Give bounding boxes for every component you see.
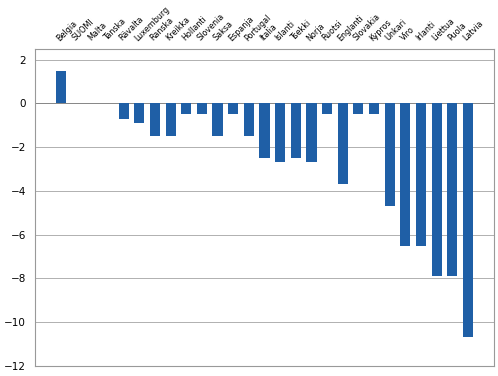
Bar — [416, 103, 426, 246]
Bar — [400, 103, 410, 246]
Bar — [275, 103, 285, 162]
Bar — [259, 103, 269, 158]
Bar — [119, 103, 129, 119]
Bar — [338, 103, 348, 184]
Bar — [181, 103, 191, 114]
Bar — [213, 103, 223, 136]
Bar — [150, 103, 160, 136]
Bar — [197, 103, 207, 114]
Bar — [291, 103, 301, 158]
Bar — [384, 103, 395, 206]
Bar — [447, 103, 457, 276]
Bar — [228, 103, 239, 114]
Bar — [244, 103, 254, 136]
Bar — [432, 103, 442, 276]
Bar — [56, 71, 66, 103]
Bar — [322, 103, 332, 114]
Bar — [306, 103, 317, 162]
Bar — [369, 103, 379, 114]
Bar — [134, 103, 144, 123]
Bar — [165, 103, 176, 136]
Bar — [463, 103, 473, 337]
Bar — [353, 103, 364, 114]
